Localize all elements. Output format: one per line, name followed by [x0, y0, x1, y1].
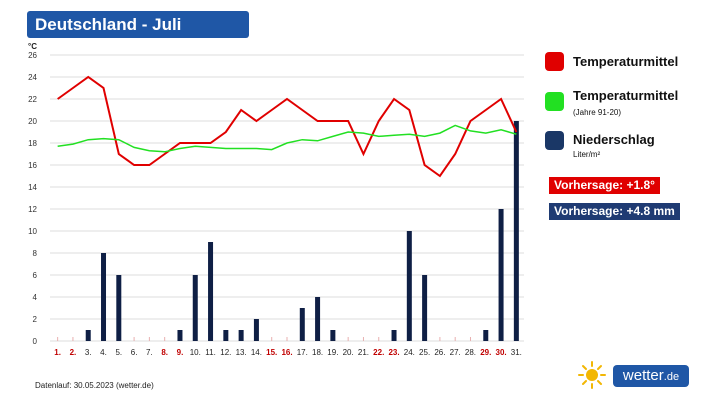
x-tick-labels: 1. 2. 3. 4. 5. 6. 7. 8. 9. 10. 11. 12. 13. 14. 15. 16. 1…	[54, 348, 522, 357]
x-tick-label: 27.	[450, 348, 461, 357]
x-tick-label: 19.	[327, 348, 338, 357]
y-tick-label: 12	[28, 205, 37, 214]
x-tick-label: 5.	[115, 348, 122, 357]
temperature-normal-line	[57, 124, 517, 153]
y-tick-label: 10	[28, 227, 37, 236]
x-tick-label: 8.	[161, 348, 168, 357]
precipitation-bar	[330, 330, 336, 341]
x-tick-label: 9.	[177, 348, 184, 357]
precipitation-bar	[406, 231, 412, 341]
legend-sublabel-precipitation: Liter/m²	[573, 150, 601, 159]
x-tick-label: 15.	[266, 348, 277, 357]
precipitation-bar	[192, 275, 198, 341]
y-tick-label: 18	[28, 139, 37, 148]
x-tick-label: 3.	[85, 348, 92, 357]
x-tick-label: 18.	[312, 348, 323, 357]
precipitation-bar	[253, 319, 259, 341]
y-axis-unit: °C	[28, 42, 37, 51]
precipitation-bar	[85, 330, 91, 341]
x-tick-label: 2.	[70, 348, 77, 357]
y-tick-label: 24	[28, 73, 37, 82]
y-tick-label: 6	[33, 271, 38, 280]
logo-tld: .de	[663, 371, 680, 383]
logo-wordmark: wetter.de	[613, 365, 689, 387]
x-tick-label: 7.	[146, 348, 153, 357]
y-tick-label: 8	[33, 249, 38, 258]
precipitation-bar	[299, 308, 305, 341]
x-tick-label: 26.	[434, 348, 445, 357]
x-tick-label: 12.	[220, 348, 231, 357]
precipitation-bar	[223, 330, 229, 341]
precipitation-bars	[85, 121, 519, 341]
y-tick-label: 14	[28, 183, 37, 192]
precipitation-bar	[483, 330, 489, 341]
forecast-precipitation: Vorhersage: +4.8 mm	[549, 203, 680, 220]
chart-title: Deutschland - Juli	[27, 11, 249, 38]
x-tick-label: 23.	[388, 348, 399, 357]
precipitation-bar	[513, 121, 519, 341]
x-tick-label: 24.	[404, 348, 415, 357]
precipitation-bar	[498, 209, 504, 341]
grid-lines	[50, 54, 524, 342]
precipitation-bar	[238, 330, 244, 341]
y-tick-label: 0	[33, 337, 38, 346]
precipitation-bar	[315, 297, 321, 341]
wetter-de-logo[interactable]: wetter.de	[577, 360, 689, 390]
precipitation-bar	[101, 253, 107, 341]
legend-swatch-temperature-normal	[545, 92, 564, 111]
x-tick-label: 14.	[251, 348, 262, 357]
x-tick-label: 22.	[373, 348, 384, 357]
temperature-lines	[57, 75, 518, 178]
x-tick-label: 4.	[100, 348, 107, 357]
y-tick-label: 2	[33, 315, 38, 324]
x-tick-label: 6.	[131, 348, 138, 357]
temperature-line	[57, 75, 518, 178]
x-tick-label: 31.	[511, 348, 522, 357]
legend-label-temperature-normal: Temperaturmittel	[573, 88, 679, 103]
x-tick-label: 17.	[297, 348, 308, 357]
precipitation-bar	[391, 330, 397, 341]
data-run-note: Datenlauf: 30.05.2023 (wetter.de)	[35, 381, 154, 390]
legend-swatch-precipitation	[545, 131, 564, 150]
legend-swatch-temperature	[545, 52, 564, 71]
x-tick-label: 1.	[54, 348, 61, 357]
y-tick-label: 26	[28, 51, 37, 60]
x-tick-label: 30.	[496, 348, 507, 357]
x-tick-label: 10.	[190, 348, 201, 357]
precipitation-bar	[208, 242, 214, 341]
sun-icon	[578, 361, 606, 389]
y-tick-label: 4	[33, 293, 38, 302]
x-tick-label: 29.	[480, 348, 491, 357]
x-tick-label: 13.	[236, 348, 247, 357]
legend-label-precipitation: Niederschlag	[573, 132, 655, 147]
x-tick-label: 11.	[205, 348, 216, 357]
logo-name: wetter	[622, 367, 664, 384]
x-tick-label: 28.	[465, 348, 476, 357]
x-tick-label: 25.	[419, 348, 430, 357]
x-tick-label: 20.	[343, 348, 354, 357]
x-tick-label: 16.	[281, 348, 292, 357]
legend-sublabel-temperature-normal: (Jahre 91-20)	[573, 108, 622, 117]
precipitation-bar	[422, 275, 428, 341]
precipitation-bar	[116, 275, 122, 341]
y-tick-label: 20	[28, 117, 37, 126]
forecast-temperature: Vorhersage: +1.8°	[549, 177, 660, 194]
precipitation-bar	[177, 330, 183, 341]
x-tick-label: 21.	[358, 348, 369, 357]
legend-label-temperature: Temperaturmittel	[573, 54, 679, 69]
y-tick-label: 22	[28, 95, 37, 104]
y-tick-label: 16	[28, 161, 37, 170]
